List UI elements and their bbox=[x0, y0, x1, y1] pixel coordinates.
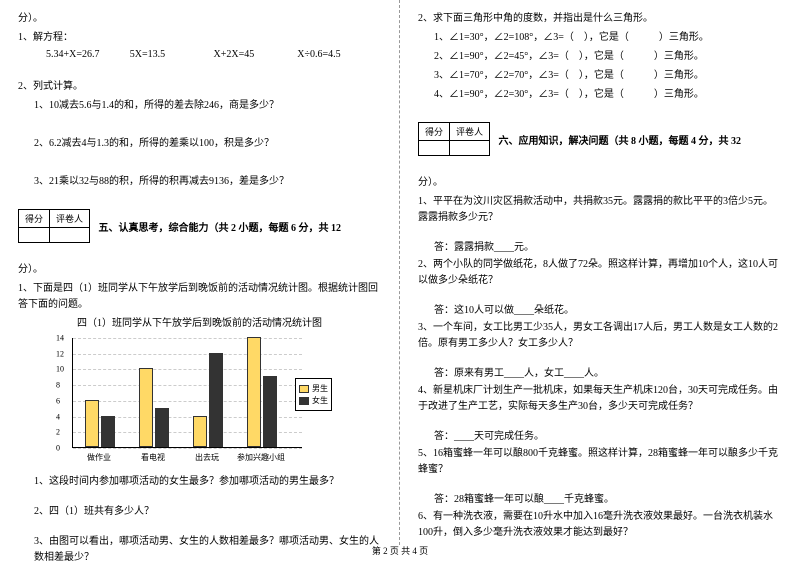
y-tick: 2 bbox=[56, 428, 60, 437]
bar-male bbox=[247, 337, 261, 447]
r2-3: 3、∠1=70°，∠2=70°，∠3=（ ），它是（ ）三角形。 bbox=[418, 68, 782, 84]
ra3: 答：原来有男工____人，女工____人。 bbox=[418, 364, 782, 379]
score-box: 得分 评卷人 bbox=[18, 209, 90, 243]
chart-legend: 男生 女生 bbox=[295, 378, 332, 411]
section-6-title: 六、应用知识，解决问题（共 8 小题，每题 4 分，共 32 bbox=[499, 132, 742, 147]
y-tick: 10 bbox=[56, 365, 64, 374]
y-tick: 0 bbox=[56, 444, 60, 453]
points-suffix-2: 分）。 bbox=[18, 262, 381, 278]
legend-female: 女生 bbox=[312, 395, 328, 406]
r2-title: 2、求下面三角形中角的度数，并指出是什么三角形。 bbox=[418, 11, 782, 27]
rq2: 2、两个小队的同学做纸花，8人做了72朵。照这样计算，再增加10个人，这10人可… bbox=[418, 257, 782, 289]
r2-2: 2、∠1=90°，∠2=45°，∠3=（ ），它是（ ）三角形。 bbox=[418, 49, 782, 65]
rq6: 6、有一种洗衣液，需要在10升水中加入16毫升洗衣液效果最好。一台洗衣机装水10… bbox=[418, 509, 782, 541]
equations-row: 5.34+X=26.7 5X=13.5 X+2X=45 X÷0.6=4.5 bbox=[18, 49, 381, 60]
score-cell-l: 得分 bbox=[19, 210, 50, 228]
points-suffix-r: 分）。 bbox=[418, 175, 782, 191]
q2-sub2: 2、6.2减去4与1.3的和，所得的差乘以100，积是多少？ bbox=[18, 136, 381, 152]
ra1: 答：露露捐款____元。 bbox=[418, 238, 782, 253]
bar-female bbox=[209, 353, 223, 447]
section-5-title: 五、认真思考，综合能力（共 2 小题，每题 6 分，共 12 bbox=[99, 219, 342, 234]
eq-1: 5.34+X=26.7 bbox=[46, 49, 130, 60]
score-cell-rl: 得分 bbox=[419, 123, 450, 141]
problem-1: 1、下面是四（1）班同学从下午放学后到晚饭前的活动情况统计图。根据统计图回答下面… bbox=[18, 281, 381, 313]
x-label: 参加兴趣小组 bbox=[236, 452, 286, 463]
bar-male bbox=[139, 368, 153, 447]
y-tick: 6 bbox=[56, 396, 60, 405]
q2-sub1: 1、10减去5.6与1.4的和，所得的差去除246，商是多少？ bbox=[18, 98, 381, 114]
bar-female bbox=[101, 416, 115, 447]
bar-female bbox=[155, 408, 169, 447]
ra5: 答：28箱蜜蜂一年可以酿____千克蜂蜜。 bbox=[418, 490, 782, 505]
bar-male bbox=[85, 400, 99, 447]
q2-title: 2、列式计算。 bbox=[18, 79, 381, 95]
y-tick: 4 bbox=[56, 412, 60, 421]
score-cell-r: 评卷人 bbox=[50, 210, 90, 228]
sub-q2: 2、四（1）班共有多少人？ bbox=[18, 504, 381, 520]
q1-title: 1、解方程： bbox=[18, 30, 381, 46]
legend-male: 男生 bbox=[312, 383, 328, 394]
sub-q1: 1、这段时间内参加哪项活动的女生最多？参加哪项活动的男生最多？ bbox=[18, 474, 381, 490]
legend-swatch-male bbox=[299, 385, 309, 393]
ra4: 答：____天可完成任务。 bbox=[418, 427, 782, 442]
chart-title: 四（1）班同学从下午放学后到晚饭前的活动情况统计图 bbox=[18, 316, 381, 332]
x-label: 做作业 bbox=[74, 452, 124, 463]
legend-swatch-female bbox=[299, 397, 309, 405]
activity-bar-chart: 男生 女生 02468101214做作业看电视出去玩参加兴趣小组 bbox=[48, 338, 328, 468]
rq3: 3、一个车间，女工比男工少35人，男女工各调出17人后，男工人数是女工人数的2倍… bbox=[418, 320, 782, 352]
eq-3: X+2X=45 bbox=[214, 49, 298, 60]
rq5: 5、16箱蜜蜂一年可以酿800千克蜂蜜。照这样计算，28箱蜜蜂一年可以酿多少千克… bbox=[418, 446, 782, 478]
rq4: 4、新星机床厂计划生产一批机床，如果每天生产机床120台，30天可完成任务。由于… bbox=[418, 383, 782, 415]
y-tick: 8 bbox=[56, 381, 60, 390]
eq-2: 5X=13.5 bbox=[130, 49, 214, 60]
page-footer: 第 2 页 共 4 页 bbox=[0, 544, 800, 557]
bar-female bbox=[263, 376, 277, 447]
rq1: 1、平平在为汶川灾区捐款活动中，共捐款35元。露露捐的款比平平的3倍少5元。露露… bbox=[418, 194, 782, 226]
x-label: 看电视 bbox=[128, 452, 178, 463]
r2-1: 1、∠1=30°，∠2=108°，∠3=（ ），它是（ ）三角形。 bbox=[418, 30, 782, 46]
x-label: 出去玩 bbox=[182, 452, 232, 463]
y-tick: 12 bbox=[56, 349, 64, 358]
score-cell-rr: 评卷人 bbox=[450, 123, 490, 141]
ra2: 答：这10人可以做____朵纸花。 bbox=[418, 301, 782, 316]
bar-male bbox=[193, 416, 207, 447]
points-suffix: 分）。 bbox=[18, 11, 381, 27]
q2-sub3: 3、21乘以32与88的积，所得的积再减去9136，差是多少？ bbox=[18, 174, 381, 190]
y-tick: 14 bbox=[56, 334, 64, 343]
r2-4: 4、∠1=90°，∠2=30°，∠3=（ ），它是（ ）三角形。 bbox=[418, 87, 782, 103]
eq-4: X÷0.6=4.5 bbox=[297, 49, 381, 60]
score-box-r: 得分 评卷人 bbox=[418, 122, 490, 156]
